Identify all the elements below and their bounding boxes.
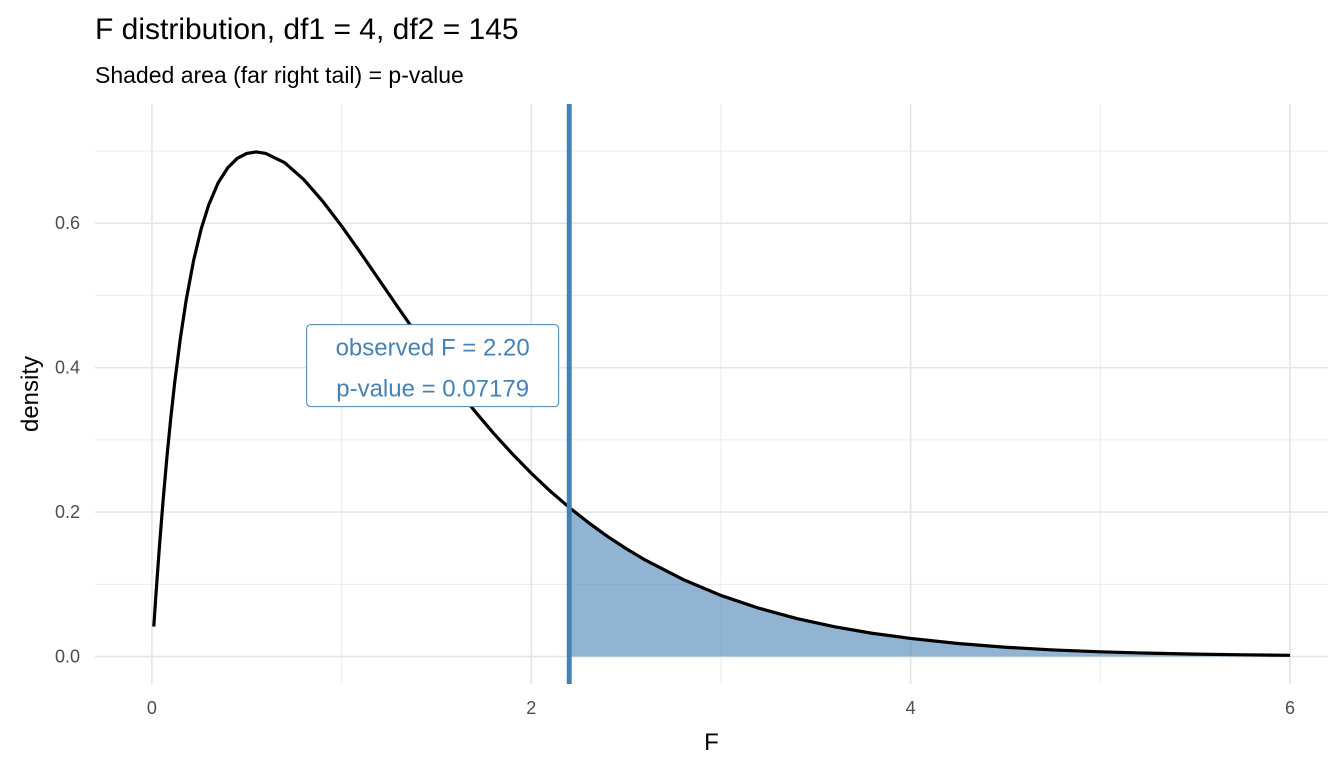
y-tick-label: 0.2 (55, 502, 80, 522)
x-tick-label: 0 (147, 698, 157, 718)
y-tick-label: 0.6 (55, 213, 80, 233)
x-tick-label: 4 (906, 698, 916, 718)
chart-subtitle: Shaded area (far right tail) = p-value (95, 62, 464, 88)
p-value-shaded-area (569, 507, 1291, 657)
y-axis-ticks: 0.0 0.2 0.4 0.6 (55, 213, 80, 666)
annotation-p-value-label: p-value = 0.07179 (336, 376, 529, 403)
annotation-observed-f-label: observed F = 2.20 (336, 335, 530, 362)
x-axis-title: F (704, 729, 719, 756)
observed-f-annotation: observed F = 2.20 p-value = 0.07179 (306, 324, 560, 408)
chart-title: F distribution, df1 = 4, df2 = 145 (95, 13, 519, 46)
x-axis-ticks: 0 2 4 6 (147, 698, 1295, 718)
annotation-box (306, 324, 560, 408)
y-tick-label: 0.0 (55, 647, 80, 667)
x-tick-label: 2 (526, 698, 536, 718)
y-axis-title: density (17, 356, 44, 432)
x-tick-label: 6 (1285, 698, 1295, 718)
y-tick-label: 0.4 (55, 358, 80, 378)
